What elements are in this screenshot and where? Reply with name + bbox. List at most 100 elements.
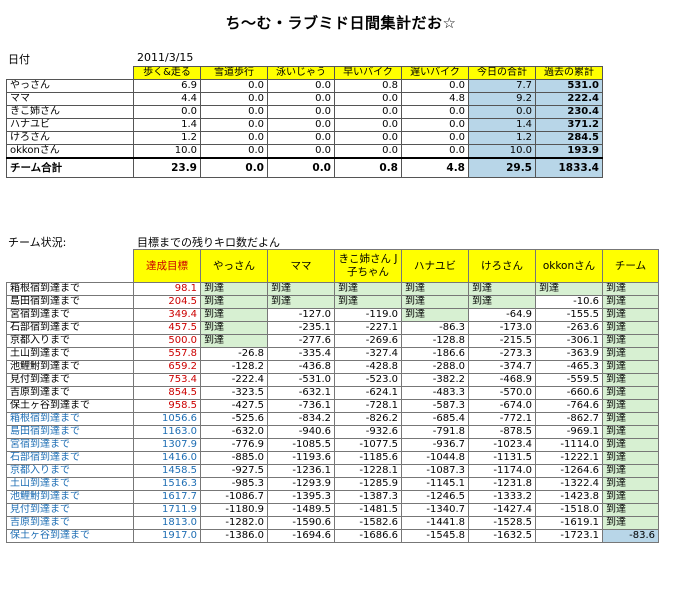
progress-row: 吉原到達まで 854.5 -323.5 -632.1 -624.1 -483.3 -570.…: [6, 386, 659, 400]
remaining-cell: -1236.1: [267, 464, 335, 478]
progress-row: 京都入りまで 500.0 到達 -277.6 -269.6 -128.8 -215.5 -30…: [6, 334, 659, 348]
summary-value-cell: 7.7: [468, 79, 536, 93]
summary-header-cell: 過去の累計: [535, 66, 603, 80]
remaining-cell: -1387.3: [334, 490, 402, 504]
summary-value-cell: 0.0: [401, 131, 469, 145]
summary-value-cell: 0.0: [267, 144, 335, 159]
remaining-cell: -834.2: [267, 412, 335, 426]
remaining-cell: -1085.5: [267, 438, 335, 452]
remaining-cell: -288.0: [401, 360, 469, 374]
remaining-cell: -1185.6: [334, 451, 402, 465]
remaining-cell: 到達: [602, 451, 659, 465]
summary-header-cell: 遅いバイク: [401, 66, 469, 80]
checkpoint-name: 土山到達まで: [6, 347, 134, 361]
total-value-cell: 0.0: [267, 157, 335, 178]
remaining-cell: -222.4: [200, 373, 268, 387]
summary-header-cell: 歩く&走る: [133, 66, 201, 80]
checkpoint-name: 保土ヶ谷到達まで: [6, 529, 134, 543]
progress-row: 池鯉鮒到達まで 1617.7 -1086.7 -1395.3 -1387.3 -1246.…: [6, 490, 659, 504]
summary-header-cell: 今日の合計: [468, 66, 536, 80]
remaining-cell: -323.5: [200, 386, 268, 400]
remaining-cell: -728.1: [334, 399, 402, 413]
total-value-cell: 23.9: [133, 157, 201, 178]
remaining-cell: -382.2: [401, 373, 469, 387]
remaining-cell: 到達: [602, 399, 659, 413]
summary-value-cell: 284.5: [535, 131, 603, 145]
remaining-cell: -1545.8: [401, 529, 469, 543]
summary-header-cell: 早いバイク: [334, 66, 402, 80]
remaining-cell: 到達: [602, 373, 659, 387]
summary-value-cell: 4.8: [401, 92, 469, 106]
header-blank: [6, 249, 134, 283]
progress-row: 見付到達まで 1711.9 -1180.9 -1489.5 -1481.5 -1340.7…: [6, 503, 659, 517]
progress-header-cell: やっさん: [200, 249, 268, 283]
remaining-cell: -1231.8: [468, 477, 536, 491]
remaining-cell: 到達: [200, 321, 268, 335]
remaining-cell: -1686.6: [334, 529, 402, 543]
remaining-cell: 到達: [468, 295, 536, 309]
remaining-cell: -1582.6: [334, 516, 402, 530]
checkpoint-name: 宮宿到達まで: [6, 438, 134, 452]
remaining-cell: 到達: [200, 282, 268, 296]
remaining-cell: 到達: [602, 282, 659, 296]
goal-distance: 659.2: [133, 360, 201, 374]
summary-value-cell: 0.0: [267, 118, 335, 132]
progress-header-row: 達成目標 やっさん ママ きこ姉さん J子ちゃん ハナユビ けろさん okkonさん チーム: [6, 249, 659, 283]
remaining-cell: -1340.7: [401, 503, 469, 517]
remaining-cell: -1193.6: [267, 451, 335, 465]
remaining-cell: -1441.8: [401, 516, 469, 530]
remaining-cell: -428.8: [334, 360, 402, 374]
checkpoint-name: 箱根宿到達まで: [6, 282, 134, 296]
remaining-cell: 到達: [267, 282, 335, 296]
remaining-cell: -10.6: [535, 295, 603, 309]
checkpoint-name: 石部宿到達まで: [6, 321, 134, 335]
remaining-cell: -927.5: [200, 464, 268, 478]
goal-distance: 1516.3: [133, 477, 201, 491]
remaining-cell: 到達: [602, 516, 659, 530]
summary-value-cell: 0.0: [133, 105, 201, 119]
remaining-cell: -1086.7: [200, 490, 268, 504]
summary-header-cell: 泳いじゃう: [267, 66, 335, 80]
summary-value-cell: 222.4: [535, 92, 603, 106]
remaining-cell: -1386.0: [200, 529, 268, 543]
remaining-cell: -1180.9: [200, 503, 268, 517]
remaining-cell: -273.3: [468, 347, 536, 361]
summary-value-cell: 0.0: [267, 92, 335, 106]
member-name: けろさん: [6, 131, 134, 145]
total-value-cell: 0.0: [200, 157, 268, 178]
remaining-cell: -1131.5: [468, 451, 536, 465]
remaining-cell: -1322.4: [535, 477, 603, 491]
summary-value-cell: 0.0: [200, 131, 268, 145]
date-value: 2011/3/15: [137, 51, 194, 64]
remaining-cell: -306.1: [535, 334, 603, 348]
remaining-cell: -1174.0: [468, 464, 536, 478]
goal-distance: 1917.0: [133, 529, 201, 543]
remaining-cell: -791.8: [401, 425, 469, 439]
remaining-cell: -155.5: [535, 308, 603, 322]
summary-row: やっさん 6.9 0.0 0.0 0.8 0.0 7.7 531.0: [6, 79, 603, 93]
progress-row: 池鯉鮒到達まで 659.2 -128.2 -436.8 -428.8 -288.0 -374…: [6, 360, 659, 374]
goal-distance: 753.4: [133, 373, 201, 387]
checkpoint-name: 島田宿到達まで: [6, 425, 134, 439]
member-name: ハナユビ: [6, 118, 134, 132]
summary-value-cell: 0.0: [334, 118, 402, 132]
summary-value-cell: 0.0: [200, 92, 268, 106]
remaining-cell: -1114.0: [535, 438, 603, 452]
checkpoint-name: 京都入りまで: [6, 334, 134, 348]
date-label: 日付: [8, 53, 30, 66]
remaining-cell: 到達: [200, 334, 268, 348]
remaining-cell: -1632.5: [468, 529, 536, 543]
summary-value-cell: 0.0: [334, 131, 402, 145]
remaining-cell: -1228.1: [334, 464, 402, 478]
summary-value-cell: 10.0: [133, 144, 201, 159]
progress-header-cell: ママ: [267, 249, 335, 283]
remaining-cell: -269.6: [334, 334, 402, 348]
summary-value-cell: 0.0: [334, 144, 402, 159]
goal-distance: 98.1: [133, 282, 201, 296]
summary-row: okkonさん 10.0 0.0 0.0 0.0 0.0 10.0 193.9: [6, 144, 603, 159]
summary-value-cell: 9.2: [468, 92, 536, 106]
progress-table: 達成目標 やっさん ママ きこ姉さん J子ちゃん ハナユビ けろさん okkonさん チーム箱…: [6, 249, 659, 543]
remaining-cell: 到達: [602, 490, 659, 504]
summary-value-cell: 0.0: [334, 105, 402, 119]
remaining-cell: -1087.3: [401, 464, 469, 478]
